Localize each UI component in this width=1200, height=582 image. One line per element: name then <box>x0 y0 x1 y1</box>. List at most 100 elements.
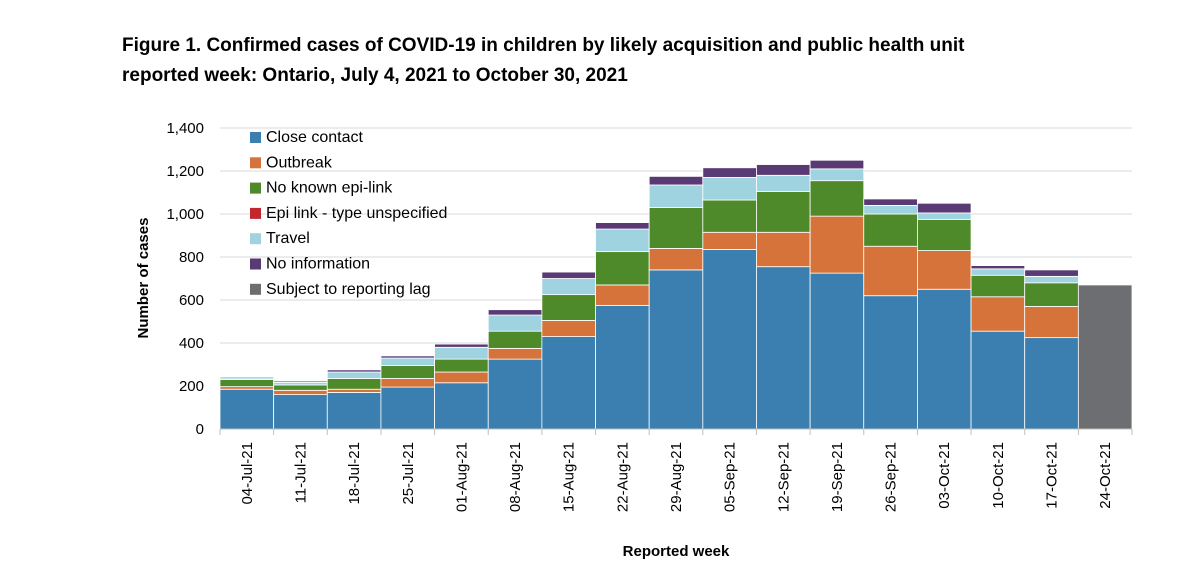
bar-segment <box>970 268 1026 276</box>
bar-segment <box>380 355 435 359</box>
bar-segment <box>648 247 704 271</box>
bar-segment <box>648 184 704 208</box>
figure-title: Figure 1. Confirmed cases of COVID-19 in… <box>122 31 1162 91</box>
bar-segment <box>917 250 972 290</box>
x-tick-label: 29-Aug-21 <box>668 442 685 512</box>
bar-segment <box>702 231 757 250</box>
bar-segment <box>809 168 865 182</box>
bar-segment <box>809 215 865 274</box>
bar-segment <box>595 222 650 230</box>
x-tick-label: 15-Aug-21 <box>561 442 578 512</box>
x-tick-label: 26-Sep-21 <box>883 442 900 512</box>
bar-segment <box>326 369 382 373</box>
bar-segment <box>273 380 328 383</box>
bar-segment <box>541 320 596 337</box>
bar-segment <box>756 164 811 176</box>
bar-segment <box>273 389 328 395</box>
bar-segment <box>809 159 865 170</box>
x-tick-label: 01-Aug-21 <box>453 442 470 512</box>
bar-segment <box>917 218 972 251</box>
bar-segment <box>863 295 918 430</box>
legend-label: No known epi-link <box>266 180 393 197</box>
bar-segment <box>702 249 757 430</box>
bar-segment <box>380 378 435 388</box>
legend-label: Subject to reporting lag <box>266 281 431 298</box>
bar-segment <box>487 358 543 430</box>
bar-segment <box>917 202 972 214</box>
x-tick-label: 10-Oct-21 <box>990 442 1007 509</box>
bar-segment <box>1077 284 1133 430</box>
bar-segment <box>326 378 382 390</box>
bar-segment <box>434 358 489 373</box>
legend-swatch <box>250 283 261 295</box>
bar-segment <box>648 175 704 186</box>
bar-segment <box>434 343 489 348</box>
bar-segment <box>1024 282 1079 307</box>
bar-segment <box>863 245 918 297</box>
bar-segment <box>917 288 972 430</box>
legend-swatch <box>250 182 261 194</box>
legend-swatch <box>250 132 261 143</box>
bar-segment <box>648 207 704 249</box>
bar-segment <box>1024 337 1079 430</box>
bar-segment <box>219 379 275 388</box>
bar-segment <box>541 336 596 430</box>
bar-segment <box>487 347 543 360</box>
bar-segment <box>541 278 596 296</box>
legend-swatch <box>250 157 261 169</box>
y-tick-label: 400 <box>179 335 204 352</box>
bar-segment <box>434 382 489 430</box>
figure-title-line-1: Figure 1. Confirmed cases of COVID-19 in… <box>122 35 965 56</box>
y-tick-label: 800 <box>179 249 204 266</box>
y-tick-label: 600 <box>179 292 204 309</box>
bar-segment <box>648 269 704 430</box>
bar-segment <box>595 284 650 306</box>
y-tick-label: 1,000 <box>166 206 204 223</box>
legend-label: Close contact <box>266 129 363 146</box>
bar-segment <box>702 199 757 233</box>
bar-segment <box>380 386 435 430</box>
legend-swatch <box>250 207 261 219</box>
bar-segment <box>970 274 1026 298</box>
legend: Close contact Outbreak No known epi-link Ep… <box>250 129 447 298</box>
x-axis-title: Reported week <box>623 543 730 560</box>
bar-segment <box>541 294 596 321</box>
bar-segment <box>863 198 918 206</box>
bar-segment <box>380 357 435 366</box>
x-tick-label: 17-Oct-21 <box>1044 442 1061 509</box>
bar-segment <box>273 394 328 430</box>
bar-segment <box>1024 306 1079 339</box>
figure-title-line-2: reported week: Ontario, July 4, 2021 to … <box>122 65 628 86</box>
bar-segment <box>219 388 275 430</box>
y-tick-label: 0 <box>196 421 204 438</box>
bar-segment <box>756 231 811 268</box>
bar-segment <box>970 330 1026 430</box>
bar-segment <box>326 371 382 379</box>
bar-segment <box>219 376 275 379</box>
x-tick-label: 08-Aug-21 <box>507 442 524 512</box>
bar-segment <box>809 272 865 430</box>
legend-label: Travel <box>266 230 310 247</box>
axes <box>219 428 1133 435</box>
bar-segment <box>380 365 435 379</box>
bar-segment <box>756 266 811 430</box>
bar-segment <box>863 213 918 247</box>
y-tick-label: 1,400 <box>166 120 204 137</box>
bar-segment <box>702 177 757 201</box>
legend-swatch <box>250 233 261 245</box>
x-tick-label: 04-Jul-21 <box>239 442 256 505</box>
bar-segment <box>863 204 918 215</box>
bar-segment <box>541 271 596 279</box>
bar-segment <box>434 346 489 360</box>
bar-segment <box>595 304 650 430</box>
x-tick-labels: 04-Jul-21 11-Jul-21 18-Jul-21 25-Jul-21 01-A… <box>239 442 1114 512</box>
x-tick-label: 05-Sep-21 <box>722 442 739 512</box>
x-tick-label: 18-Jul-21 <box>346 442 363 505</box>
bar-segment <box>326 392 382 430</box>
bar-segment <box>917 212 972 220</box>
bar-segment <box>487 330 543 349</box>
bar-segment <box>326 388 382 393</box>
legend-label: Epi link - type unspecified <box>266 205 447 222</box>
legend-label: Outbreak <box>266 154 333 171</box>
